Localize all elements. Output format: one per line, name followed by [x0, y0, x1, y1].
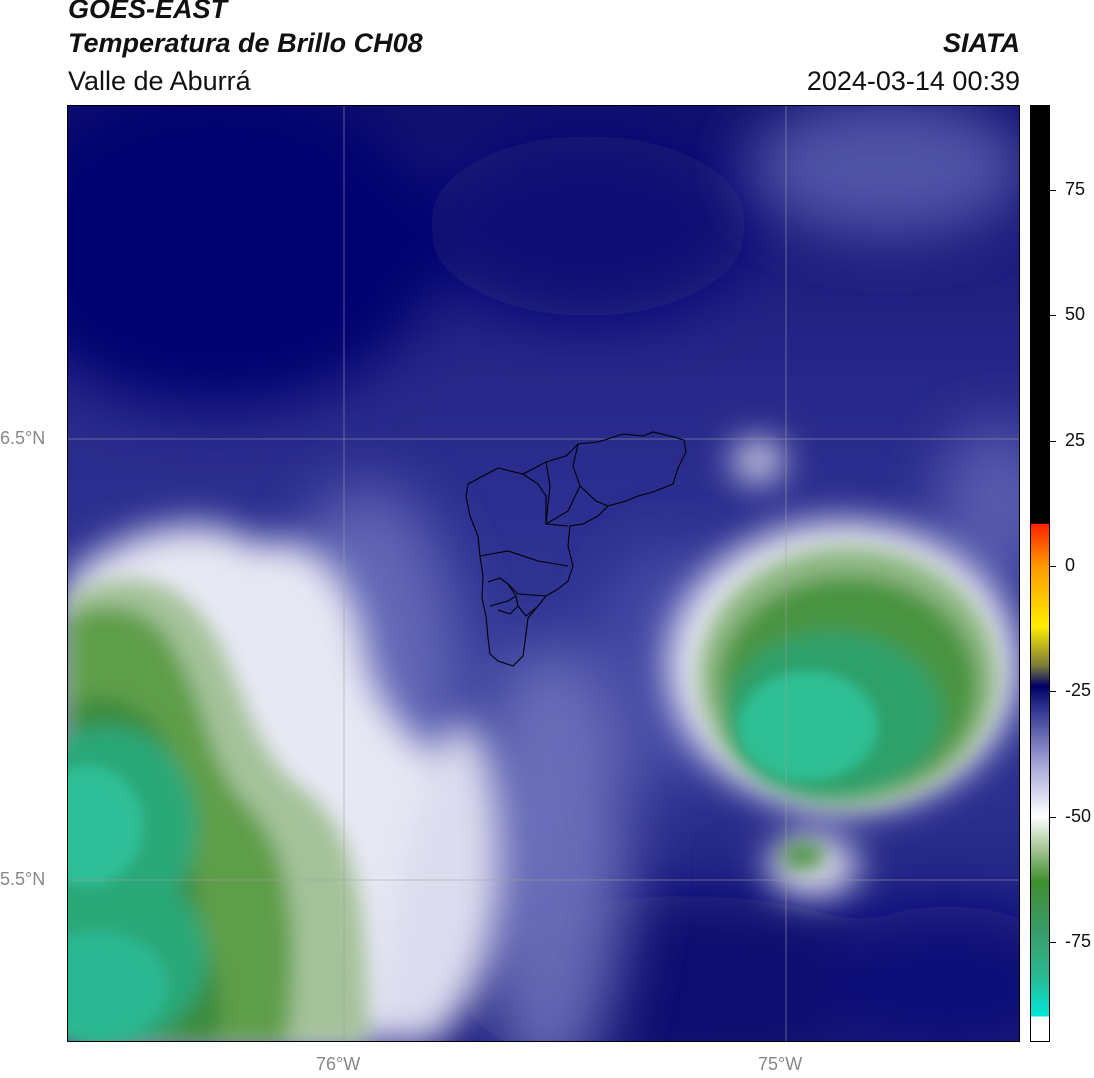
muni-border-9: [479, 550, 569, 567]
colorbar-tick-label: -75: [1065, 930, 1092, 951]
colorbar: [1030, 105, 1050, 1042]
map-gridlines: [68, 106, 1019, 1041]
colorbar-tick-mark: [1050, 315, 1056, 317]
map-canvas: [68, 106, 1019, 1041]
lon-tick-label: 75°W: [758, 1054, 803, 1074]
satellite-map: [67, 105, 1020, 1042]
muni-border-4: [489, 595, 517, 607]
municipality-boundaries: [465, 431, 687, 667]
colorbar-tick-label: 50: [1065, 304, 1086, 325]
muni-border-7: [545, 485, 581, 525]
colorbar-tick-label: -25: [1065, 680, 1092, 701]
colorbar-tick-label: 25: [1065, 429, 1086, 450]
lat-tick-label: 5.5°N: [0, 869, 46, 889]
subtitle-region: Valle de Aburrá: [68, 66, 251, 96]
muni-border-3: [517, 605, 539, 617]
valle-outline: [465, 431, 687, 667]
muni-border-8: [522, 473, 547, 524]
colorbar-tick-mark: [1050, 440, 1056, 442]
colorbar-tick-mark: [1050, 691, 1056, 693]
cold-cloud-regions: [68, 106, 1019, 1041]
title-datetime: 2024-03-14 00:39: [806, 66, 1020, 96]
title-satellite: GOES-EAST: [68, 0, 228, 24]
muni-border-5: [545, 461, 569, 527]
title-organization: SIATA: [943, 28, 1020, 58]
lat-tick-label: 6.5°N: [0, 428, 46, 448]
warm-core-left: [68, 766, 168, 1041]
colorbar-tick-mark: [1050, 816, 1056, 818]
warm-core-right: [738, 671, 878, 781]
colorbar-tick-mark: [1050, 941, 1056, 943]
title-product: Temperatura de Brillo CH08: [68, 28, 423, 58]
colorbar-tick-label: 0: [1065, 554, 1076, 575]
colorbar-tick-label: -50: [1065, 805, 1092, 826]
colorbar-tick-label: 75: [1065, 179, 1086, 200]
colorbar-tick-mark: [1050, 565, 1056, 567]
lon-tick-label: 76°W: [316, 1054, 361, 1074]
colorbar-tick-mark: [1050, 190, 1056, 192]
